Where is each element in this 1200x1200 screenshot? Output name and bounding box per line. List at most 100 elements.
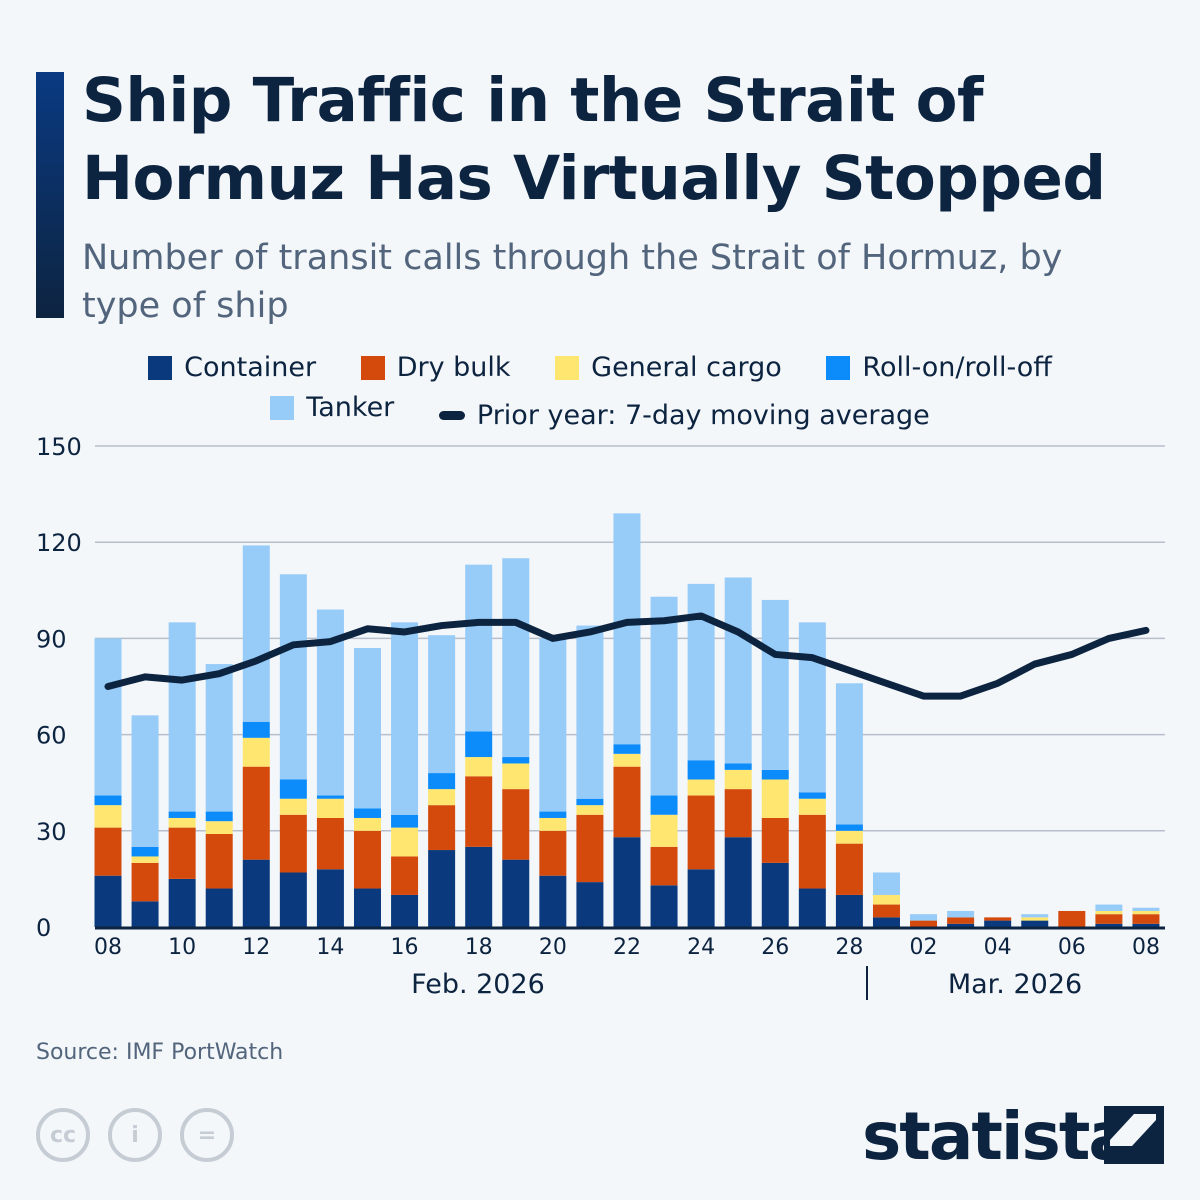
bar-segment-dry-bulk — [798, 814, 826, 889]
legend-item-tanker: Tanker — [270, 392, 394, 423]
x-tick-label: 20 — [539, 935, 567, 960]
statista-logo[interactable]: statista — [862, 1098, 1133, 1175]
bar-segment-container — [502, 859, 530, 927]
x-tick-label: 06 — [1058, 935, 1086, 960]
bar-segment-tanker — [465, 564, 493, 732]
bar-segment-tanker — [279, 574, 307, 780]
bar-segment-container — [761, 862, 789, 927]
no-derivatives-icon[interactable]: = — [180, 1108, 234, 1162]
bar-segment-dry-bulk — [835, 843, 863, 895]
bar-segment-general-cargo — [1095, 910, 1123, 915]
x-tick-label: 08 — [94, 935, 122, 960]
bar-segment-roll-on-roll-off — [613, 744, 641, 754]
bar-segment-tanker — [1021, 914, 1049, 918]
bar-segment-general-cargo — [798, 798, 826, 815]
bar-segment-container — [1132, 923, 1160, 927]
attribution-icon[interactable]: i — [108, 1108, 162, 1162]
prior-year-average-line — [104, 612, 1150, 700]
bar-segment-tanker — [947, 910, 975, 918]
bar-segment-container — [1021, 920, 1049, 927]
bar-segment-tanker — [539, 638, 567, 812]
bar-segment-tanker — [761, 599, 789, 770]
bar-segment-dry-bulk — [428, 805, 456, 851]
bar-segment-container — [984, 920, 1012, 927]
bar-segment-dry-bulk — [650, 846, 678, 886]
legend-swatch — [826, 355, 851, 380]
bar-segment-dry-bulk — [910, 920, 938, 927]
bar-segment-dry-bulk — [539, 830, 567, 876]
month-label-feb: Feb. 2026 — [411, 969, 545, 1000]
bar-segment-general-cargo — [650, 814, 678, 847]
x-tick-label: 26 — [761, 935, 789, 960]
bar-segment-roll-on-roll-off — [650, 795, 678, 815]
bar-segment-roll-on-roll-off — [835, 824, 863, 831]
chart-subtitle: Number of transit calls through the Stra… — [82, 238, 1063, 326]
bar-segment-general-cargo — [724, 769, 752, 790]
bar-segment-container — [1095, 923, 1123, 927]
legend-row-1: Container Dry bulk General cargo Roll-on… — [0, 352, 1200, 387]
bar-segment-container — [168, 878, 196, 927]
bar-segment-container — [205, 888, 233, 927]
bar-segment-roll-on-roll-off — [205, 811, 233, 822]
bar-segment-roll-on-roll-off — [428, 773, 456, 790]
bar-segment-container — [428, 850, 456, 927]
x-tick-label: 24 — [687, 935, 715, 960]
bar-segment-dry-bulk — [131, 862, 159, 902]
bar-segment-general-cargo — [428, 789, 456, 806]
cc-icon[interactable]: cc — [36, 1108, 90, 1162]
bar-segment-tanker — [650, 596, 678, 796]
legend-swatch — [148, 355, 173, 380]
bar-segment-container — [353, 888, 381, 927]
bar-segment-tanker — [576, 625, 604, 799]
legend-label: Roll-on/roll-off — [862, 352, 1052, 383]
y-tick-label: 30 — [36, 818, 67, 846]
legend-item-general-cargo: General cargo — [555, 352, 782, 383]
bar-segment-tanker — [910, 914, 938, 921]
legend-line — [438, 410, 465, 420]
bar-segment-dry-bulk — [947, 917, 975, 924]
bar-segment-roll-on-roll-off — [576, 798, 604, 806]
bar-segment-general-cargo — [242, 737, 270, 767]
bar-segment-general-cargo — [761, 779, 789, 818]
bar-segment-roll-on-roll-off — [724, 763, 752, 770]
bar-segment-general-cargo — [835, 830, 863, 844]
legend-item-roro: Roll-on/roll-off — [826, 352, 1052, 383]
bar-segment-dry-bulk — [242, 766, 270, 860]
bar-segment-dry-bulk — [761, 817, 789, 863]
x-tick-label: 04 — [984, 935, 1012, 960]
bar-segment-tanker — [94, 638, 122, 796]
bar-segment-dry-bulk — [576, 814, 604, 883]
bar-segment-general-cargo — [872, 894, 900, 905]
bar-segment-tanker — [872, 872, 900, 895]
legend-swatch — [360, 355, 385, 380]
bar-segment-roll-on-roll-off — [242, 721, 270, 738]
x-tick-label: 28 — [835, 935, 863, 960]
bar-segment-general-cargo — [131, 856, 159, 863]
source-note: Source: IMF PortWatch — [36, 1040, 284, 1065]
bar-segment-general-cargo — [353, 817, 381, 831]
bar-segment-general-cargo — [465, 757, 493, 777]
legend-label: Container — [184, 352, 317, 383]
chart-title: Ship Traffic in the Strait of Hormuz Has… — [82, 65, 1106, 214]
bar-segment-dry-bulk — [205, 834, 233, 889]
bar-segment-container — [316, 869, 344, 927]
bar-segment-container — [539, 875, 567, 927]
bar-segment-container — [947, 923, 975, 927]
legend-label: Tanker — [306, 392, 395, 423]
bar-segment-general-cargo — [94, 805, 122, 828]
bar-segment-general-cargo — [316, 798, 344, 818]
bar-segment-container — [131, 901, 159, 927]
y-tick-label: 90 — [36, 625, 67, 653]
bar-segment-dry-bulk — [724, 789, 752, 838]
bar-segment-tanker — [131, 715, 159, 847]
legend-item-dry-bulk: Dry bulk — [360, 352, 511, 383]
legend-label: General cargo — [591, 352, 782, 383]
bar-segment-roll-on-roll-off — [687, 760, 715, 780]
bar-segment-dry-bulk — [168, 827, 196, 879]
month-label-mar: Mar. 2026 — [948, 969, 1082, 1000]
x-tick-label: 10 — [168, 935, 196, 960]
bar-segment-container — [279, 872, 307, 927]
bar-segment-dry-bulk — [1132, 914, 1160, 924]
y-tick-label: 0 — [36, 914, 51, 942]
